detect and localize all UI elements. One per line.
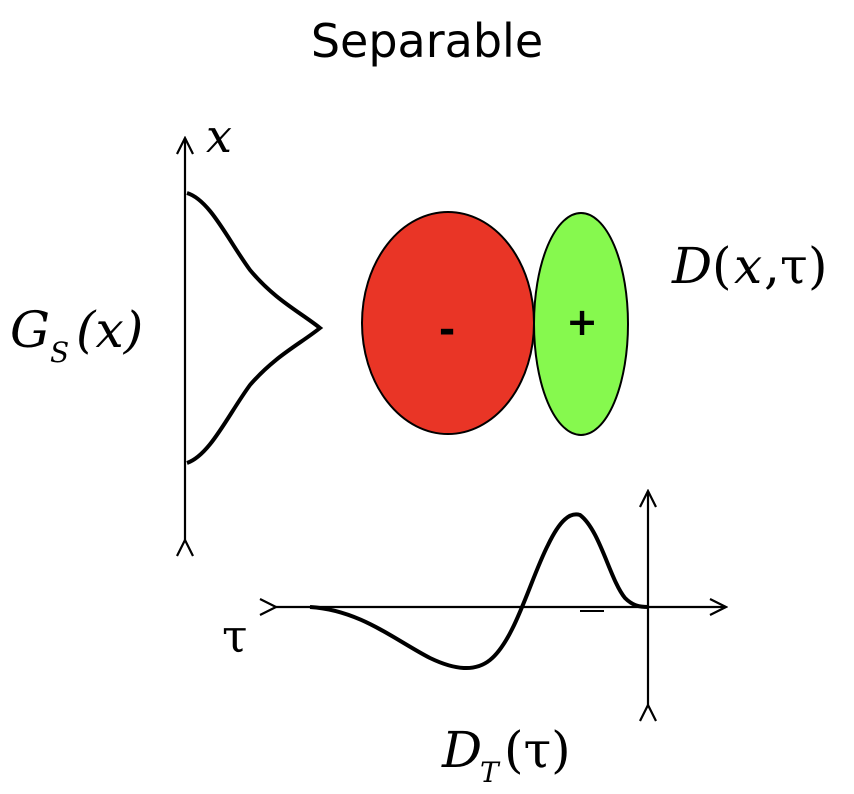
temporal-profile-subscript: T bbox=[480, 756, 501, 789]
spatial-gaussian-curve bbox=[186, 191, 324, 465]
negative-lobe-sign: - bbox=[439, 307, 456, 353]
kernel-label: D ( x , τ ) bbox=[671, 237, 828, 295]
positive-lobe bbox=[533, 212, 629, 436]
temporal-axis-label: τ bbox=[222, 609, 247, 663]
spatial-profile-argument: (x) bbox=[76, 301, 143, 359]
temporal-biphasic-curve bbox=[309, 512, 649, 671]
kernel-label-open-paren: ( bbox=[712, 237, 732, 295]
temporal-profile-label: D T (τ) bbox=[441, 721, 571, 789]
spatial-profile-subscript: S bbox=[50, 336, 69, 369]
kernel-label-x: x bbox=[734, 237, 762, 295]
diagram-title: Separable bbox=[310, 14, 544, 68]
spatial-profile-label: G S (x) bbox=[10, 301, 143, 369]
spatial-axis-label: x bbox=[206, 109, 232, 163]
kernel-label-close-paren: ) bbox=[808, 237, 828, 295]
temporal-profile-main: D bbox=[441, 721, 482, 779]
kernel-label-main: D bbox=[671, 237, 712, 295]
spatial-profile-main: G bbox=[10, 301, 50, 359]
temporal-profile-argument: (τ) bbox=[504, 721, 571, 779]
kernel-label-tau: τ bbox=[780, 237, 808, 295]
kernel-label-comma: , bbox=[764, 237, 780, 295]
positive-lobe-sign: + bbox=[566, 300, 598, 344]
